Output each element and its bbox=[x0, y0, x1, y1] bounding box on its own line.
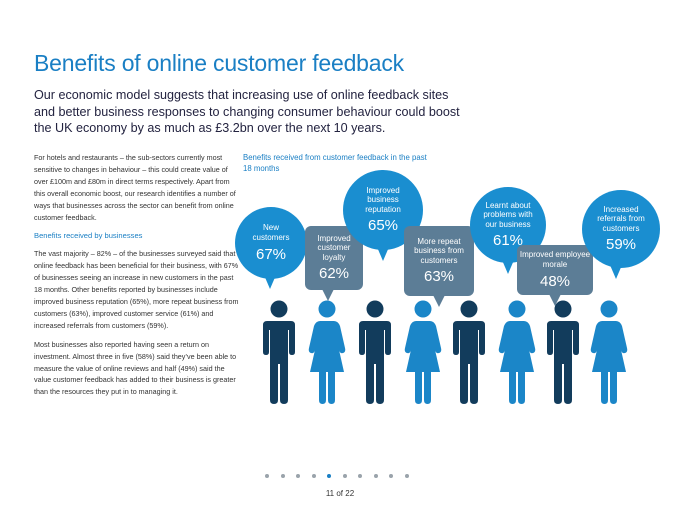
page-dot[interactable] bbox=[327, 474, 331, 478]
bubble-label: More repeat business from customers bbox=[414, 236, 464, 265]
bubble-label: Increased referrals from customers bbox=[597, 204, 645, 233]
chart-title: Benefits received from customer feedback… bbox=[243, 153, 427, 173]
bubble-value: 65% bbox=[367, 217, 399, 235]
body-paragraph-3: Most businesses also reported having see… bbox=[34, 339, 237, 397]
woman-figure bbox=[498, 300, 536, 404]
woman-figure bbox=[308, 300, 346, 404]
page-dot[interactable] bbox=[311, 474, 316, 478]
people-illustration bbox=[263, 300, 628, 404]
bubble-label: Improved customer loyalty bbox=[317, 233, 351, 262]
man-figure bbox=[263, 300, 295, 404]
lead-paragraph: Our economic model suggests that increas… bbox=[34, 88, 460, 135]
bubble-value: 48% bbox=[539, 272, 571, 290]
body-column: For hotels and restaurants – the sub-sec… bbox=[34, 152, 239, 405]
man-figure bbox=[453, 300, 485, 404]
body-paragraph-1: For hotels and restaurants – the sub-sec… bbox=[34, 153, 236, 222]
bubble-label: Improved business reputation bbox=[365, 185, 401, 214]
bubble-tail bbox=[610, 265, 622, 279]
bubble-value: 59% bbox=[605, 236, 637, 254]
bubble-tail bbox=[377, 247, 389, 261]
bubble-new-customers: New customers 67% bbox=[235, 207, 307, 279]
bubble-tail bbox=[433, 295, 445, 307]
bubble-label: Learnt about problems with our business bbox=[483, 200, 533, 229]
bubble-label: New customers bbox=[252, 223, 290, 242]
bubble-repeat-business: More repeat business from customers 63% bbox=[404, 226, 474, 296]
page-dot[interactable] bbox=[404, 474, 409, 478]
page-title: Benefits of online customer feedback bbox=[34, 50, 404, 76]
page-dot[interactable] bbox=[358, 474, 362, 478]
page-dot[interactable] bbox=[280, 474, 285, 478]
man-figure bbox=[359, 300, 391, 404]
woman-figure bbox=[590, 300, 628, 404]
page-dot[interactable] bbox=[389, 474, 393, 478]
man-figure bbox=[547, 300, 579, 404]
section-subheading: Benefits received by businesses bbox=[34, 231, 143, 241]
page-pagination bbox=[265, 474, 420, 478]
woman-figure bbox=[404, 300, 442, 404]
bubble-tail bbox=[322, 289, 334, 301]
page-dot[interactable] bbox=[296, 474, 300, 478]
bubble-value: 62% bbox=[318, 265, 350, 283]
page-dot[interactable] bbox=[342, 474, 347, 478]
bubble-tail bbox=[502, 260, 514, 274]
page-dot[interactable] bbox=[373, 474, 378, 478]
bubble-employee-morale: Improved employee morale 48% bbox=[517, 245, 593, 295]
bubble-value: 67% bbox=[255, 245, 287, 263]
page-number: 11 of 22 bbox=[325, 489, 355, 498]
bubble-tail bbox=[264, 275, 276, 289]
bubble-increased-referrals: Increased referrals from customers 59% bbox=[582, 190, 660, 268]
page-dot[interactable] bbox=[265, 474, 269, 478]
bubble-value: 63% bbox=[423, 268, 455, 286]
bubble-value: 61% bbox=[492, 232, 524, 250]
body-paragraph-2: The vast majority – 82% – of the busines… bbox=[34, 249, 239, 330]
bubble-label: Improved employee morale bbox=[519, 250, 591, 269]
